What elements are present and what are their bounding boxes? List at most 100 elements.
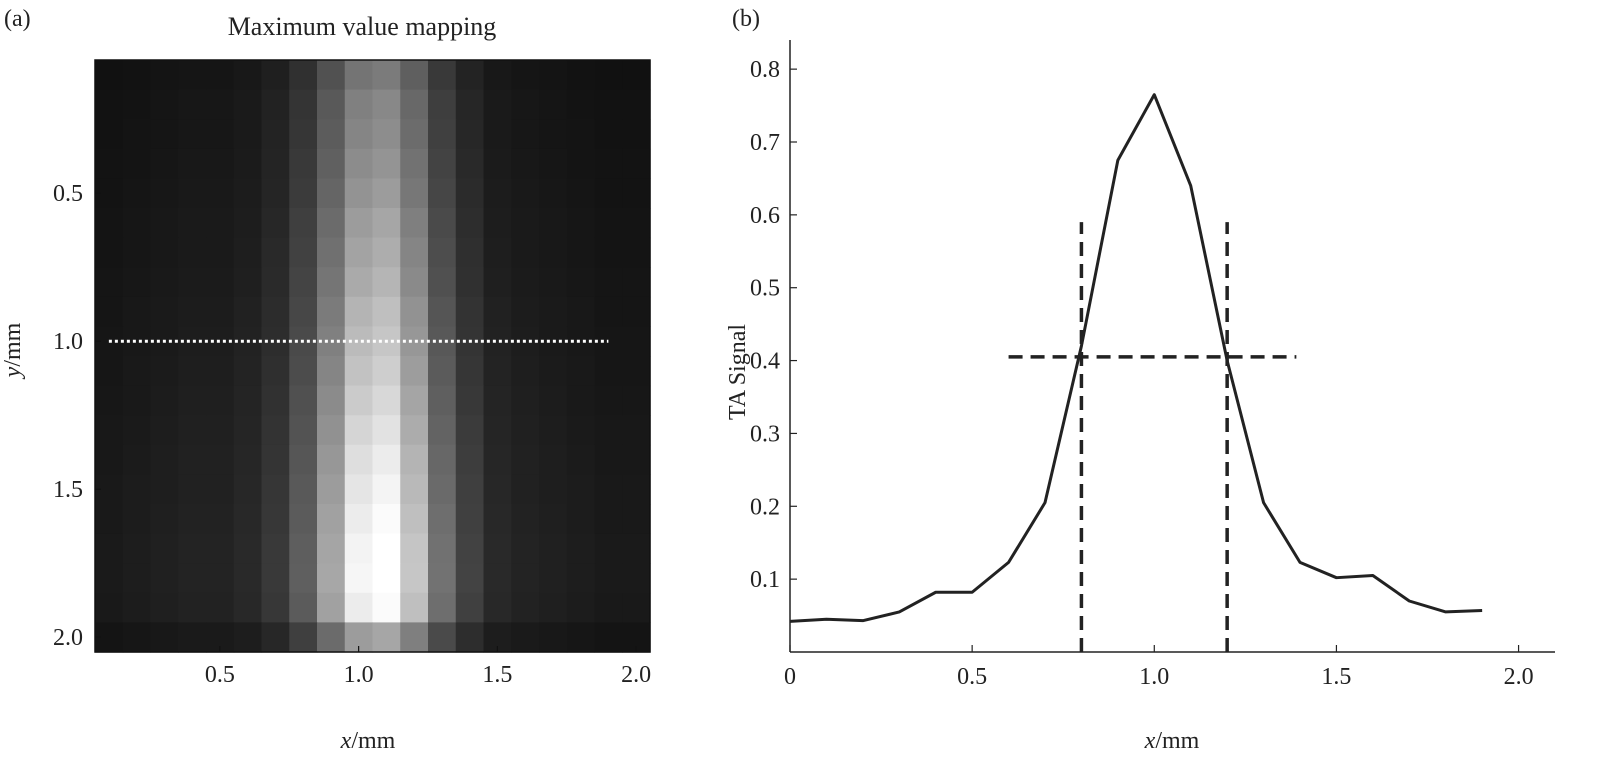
heatmap-cell xyxy=(317,178,346,209)
heatmap-cell xyxy=(178,415,207,446)
heatmap-cell xyxy=(95,563,124,594)
heatmap-cell xyxy=(289,208,318,239)
heatmap-cell xyxy=(95,148,124,179)
heatmap-cell xyxy=(400,444,429,475)
heatmap-cell xyxy=(622,444,651,475)
panel-a-label: (a) xyxy=(4,6,31,32)
heatmap-cell xyxy=(372,385,401,416)
heatmap-cell xyxy=(317,622,346,653)
heatmap-cell xyxy=(289,563,318,594)
line-chart-x-tick-label: 1.5 xyxy=(1321,664,1351,690)
heatmap-cell xyxy=(539,178,568,209)
heatmap-cell xyxy=(344,504,374,535)
heatmap-cell xyxy=(455,622,485,653)
heatmap-y-unit: /mm xyxy=(0,322,26,366)
heatmap-cell xyxy=(400,119,429,150)
heatmap-cell xyxy=(372,356,401,387)
heatmap-cell xyxy=(566,89,596,120)
heatmap-x-axis-label: x/mm xyxy=(340,728,396,754)
line-chart-y-tick-label: 0.4 xyxy=(750,349,780,375)
heatmap-cell xyxy=(122,622,152,653)
heatmap-cell xyxy=(261,267,290,298)
heatmap-cell xyxy=(233,60,263,91)
heatmap-cell xyxy=(344,563,374,594)
heatmap-cell xyxy=(122,119,152,150)
heatmap-cell xyxy=(261,592,290,623)
heatmap-cell xyxy=(317,60,346,91)
heatmap-cell xyxy=(539,208,568,239)
heatmap-cell xyxy=(344,178,374,209)
heatmap-x-tick-label: 1.5 xyxy=(482,662,512,688)
heatmap-cell xyxy=(95,504,124,535)
heatmap-cell xyxy=(511,119,540,150)
heatmap-cell xyxy=(122,296,152,327)
heatmap-cell xyxy=(95,533,124,564)
line-chart-x-tick-label: 0.5 xyxy=(957,664,987,690)
line-chart-y-tick-label: 0.3 xyxy=(750,421,780,447)
heatmap-cell xyxy=(178,208,207,239)
heatmap-cell xyxy=(150,237,179,268)
heatmap-cell xyxy=(233,474,263,505)
heatmap-cell xyxy=(178,563,207,594)
heatmap-cell xyxy=(622,296,651,327)
line-chart-x-ticks: 0 0.5 1.0 1.5 2.0 xyxy=(784,645,1534,690)
heatmap-cell xyxy=(566,178,596,209)
heatmap-cell xyxy=(206,148,235,179)
heatmap-cell xyxy=(455,89,485,120)
heatmap-cell xyxy=(95,89,124,120)
heatmap-cell xyxy=(317,533,346,564)
heatmap-cell xyxy=(483,237,512,268)
heatmap-cell xyxy=(511,89,540,120)
heatmap-cell xyxy=(372,474,401,505)
heatmap-cell xyxy=(594,444,623,475)
heatmap-cell xyxy=(622,89,651,120)
heatmap-cell xyxy=(289,592,318,623)
heatmap-cell xyxy=(178,119,207,150)
heatmap-cell xyxy=(455,296,485,327)
heatmap-cell xyxy=(594,296,623,327)
heatmap-cell xyxy=(483,533,512,564)
heatmap-cell xyxy=(594,208,623,239)
heatmap-cell xyxy=(178,296,207,327)
heatmap-cell xyxy=(511,533,540,564)
heatmap-cell xyxy=(594,592,623,623)
heatmap-cell xyxy=(206,208,235,239)
heatmap-cell xyxy=(317,474,346,505)
heatmap-cell xyxy=(400,415,429,446)
heatmap-cell xyxy=(150,356,179,387)
panel-a: (a) Maximum value mapping 0.5 1.0 1.5 2.0 0… xyxy=(0,6,651,754)
heatmap-cell xyxy=(511,415,540,446)
heatmap-cell xyxy=(483,148,512,179)
heatmap-cell xyxy=(483,592,512,623)
heatmap-cell xyxy=(428,504,457,535)
heatmap-cell xyxy=(122,415,152,446)
heatmap-cell xyxy=(428,119,457,150)
heatmap-cell xyxy=(344,148,374,179)
heatmap-cell xyxy=(372,237,401,268)
heatmap-cell xyxy=(122,237,152,268)
heatmap-cell xyxy=(178,237,207,268)
line-chart-x-tick-label: 0 xyxy=(784,664,796,690)
heatmap-cell xyxy=(566,563,596,594)
heatmap-cell xyxy=(400,356,429,387)
heatmap-cell xyxy=(289,148,318,179)
heatmap-cell xyxy=(428,563,457,594)
heatmap-cell xyxy=(372,444,401,475)
heatmap-cell xyxy=(400,385,429,416)
heatmap-cell xyxy=(428,296,457,327)
heatmap-cell xyxy=(428,148,457,179)
heatmap-cell xyxy=(233,208,263,239)
heatmap-cell xyxy=(483,296,512,327)
line-chart-x-tick-label: 2.0 xyxy=(1504,664,1534,690)
heatmap-cell xyxy=(539,296,568,327)
heatmap-cell xyxy=(206,267,235,298)
heatmap-y-tick-label: 1.0 xyxy=(53,329,83,355)
heatmap-cell xyxy=(233,415,263,446)
heatmap-cell xyxy=(261,237,290,268)
heatmap-cell xyxy=(511,208,540,239)
line-chart-y-tick-label: 0.8 xyxy=(750,57,780,83)
heatmap-cell xyxy=(261,444,290,475)
heatmap-cell xyxy=(178,356,207,387)
heatmap-cell xyxy=(566,622,596,653)
heatmap-cell xyxy=(400,208,429,239)
